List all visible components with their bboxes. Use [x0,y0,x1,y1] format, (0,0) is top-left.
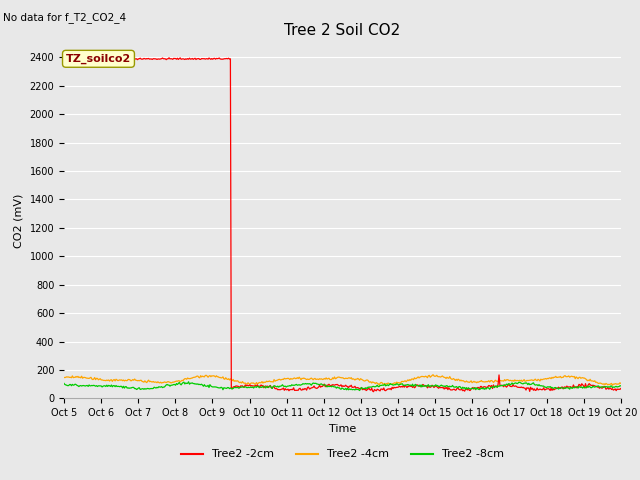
X-axis label: Time: Time [329,424,356,433]
Legend: Tree2 -2cm, Tree2 -4cm, Tree2 -8cm: Tree2 -2cm, Tree2 -4cm, Tree2 -8cm [176,445,509,464]
Y-axis label: CO2 (mV): CO2 (mV) [14,193,24,248]
Text: No data for f_T2_CO2_4: No data for f_T2_CO2_4 [3,12,126,23]
Title: Tree 2 Soil CO2: Tree 2 Soil CO2 [284,23,401,38]
Text: TZ_soilco2: TZ_soilco2 [66,54,131,64]
